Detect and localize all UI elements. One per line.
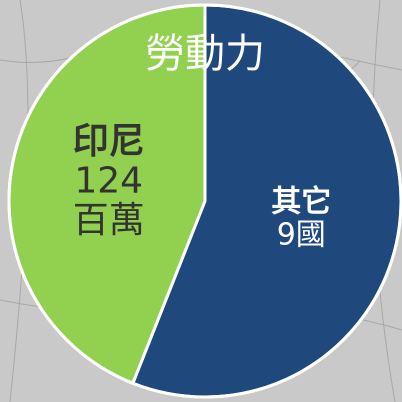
slice-name: 印尼	[73, 121, 145, 162]
chart-title: 勞動力	[145, 31, 265, 77]
slice-label: 124	[74, 161, 143, 202]
slice-label: 百萬	[73, 200, 145, 241]
pie-border	[7, 3, 402, 399]
slice-name: 其它	[271, 184, 331, 219]
slice-label: 9國	[277, 217, 326, 252]
